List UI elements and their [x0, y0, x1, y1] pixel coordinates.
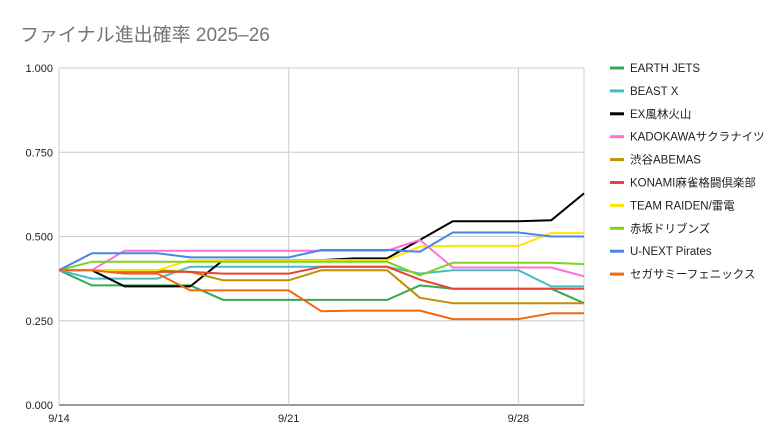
legend-item: 渋谷ABEMAS	[610, 154, 701, 167]
legend-item: TEAM RAIDEN/雷電	[610, 199, 735, 212]
legend: EARTH JETS BEAST X EX風林火山 KADOKAWAサクラナイツ渋谷A…	[610, 63, 765, 281]
y-tick-label: 0.500	[25, 232, 53, 244]
x-tick-label: 9/21	[278, 413, 299, 425]
legend-label: U-NEXT Pirates	[630, 246, 712, 258]
legend-label: KADOKAWAサクラナイツ	[630, 131, 765, 144]
legend-item: U-NEXT Pirates	[610, 246, 712, 258]
series-line	[59, 232, 584, 272]
legend-item: EARTH JETS	[610, 63, 700, 75]
x-tick-label: 9/28	[508, 413, 529, 425]
chart-title: ファイナル進出確率 2025–26	[20, 25, 270, 46]
legend-label: EX風林火山	[630, 107, 691, 121]
legend-label: 渋谷ABEMAS	[630, 154, 701, 167]
y-tick-label: 0.750	[25, 147, 53, 159]
legend-label: EARTH JETS	[630, 63, 700, 75]
series-line	[58, 260, 585, 277]
legend-item: EX風林火山	[610, 107, 691, 121]
legend-label: KONAMI麻雀格闘倶楽部	[630, 176, 756, 190]
series-line	[59, 265, 584, 290]
legend-label: BEAST X	[630, 86, 679, 98]
y-tick-label: 0.250	[25, 316, 53, 328]
x-tick-label: 9/14	[48, 413, 69, 425]
series-layer	[58, 192, 585, 321]
legend-item: BEAST X	[610, 86, 679, 98]
legend-label: 赤坂ドリブンズ	[630, 221, 710, 235]
series-line	[58, 231, 584, 272]
legend-item: 赤坂ドリブンズ	[610, 221, 710, 235]
legend-label: TEAM RAIDEN/雷電	[630, 199, 735, 212]
series-line	[59, 269, 584, 321]
legend-item: KADOKAWAサクラナイツ	[610, 131, 765, 144]
y-tick-label: 1.000	[25, 63, 53, 75]
axis-layer: 0.000 0.250 0.500 0.750 1.000 9/14 9/21 9/28	[25, 63, 529, 425]
y-tick-label: 0.000	[25, 400, 53, 412]
legend-item: セガサミーフェニックス	[610, 268, 755, 281]
legend-label: セガサミーフェニックス	[630, 268, 755, 281]
legend-item: KONAMI麻雀格闘倶楽部	[610, 176, 756, 190]
grid-layer	[58, 67, 585, 406]
